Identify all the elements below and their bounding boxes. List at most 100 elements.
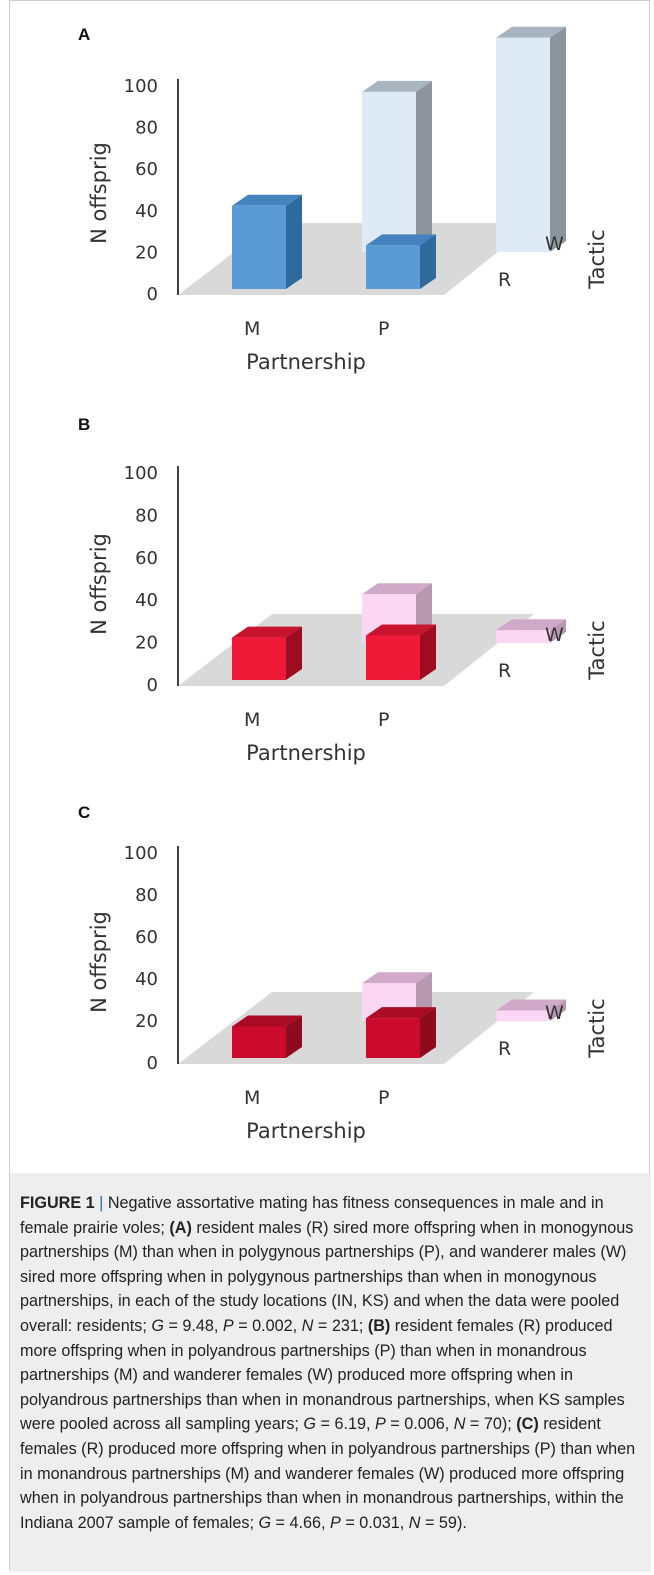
x-axis-title: Partnership <box>246 350 366 374</box>
bar-front <box>232 205 286 289</box>
bar-top <box>366 624 436 636</box>
bar-W-P <box>496 26 566 253</box>
bar-side <box>420 624 436 680</box>
y-tick-label: 60 <box>135 159 158 180</box>
caption-segment: (C) <box>516 1415 539 1434</box>
chart-floor <box>178 992 534 1064</box>
bar-R-M <box>232 1015 302 1058</box>
bar-top <box>366 234 436 246</box>
panel-letter: A <box>78 25 90 44</box>
caption-segment: G <box>258 1513 272 1532</box>
y-tick-label: 0 <box>147 675 158 696</box>
y-axis-title: N offsprig <box>87 533 111 635</box>
bar-side <box>286 626 302 680</box>
y-tick-label: 100 <box>124 76 158 97</box>
caption-segment: P <box>330 1513 341 1532</box>
bar-top <box>232 1015 302 1027</box>
bar-W-P <box>496 999 566 1021</box>
caption-segment: = 9.48, <box>163 1316 223 1335</box>
bar-top <box>362 583 432 595</box>
chart-svg: C 0 20 40 60 80 100 N offsprig M P W R Partnership Ta… <box>78 803 609 1143</box>
bar-side <box>550 619 566 643</box>
bar-side <box>286 1015 302 1058</box>
bar-top <box>496 619 566 631</box>
panel-letter: C <box>78 803 90 822</box>
bar-R-M <box>232 626 302 680</box>
caption-segment: = 70); <box>465 1415 517 1434</box>
bar-W-P <box>496 619 566 643</box>
series-label-w: W <box>545 1002 564 1024</box>
x-category-label: P <box>378 709 389 731</box>
caption-text: Negative assortative mating has fitness … <box>20 1194 635 1532</box>
x-category-label: M <box>244 1087 260 1109</box>
bar-top <box>496 26 566 38</box>
bar-front <box>496 1010 550 1021</box>
panel-b: B 0 20 40 60 80 100 N offsprig M P W R Partnership Ta… <box>10 391 651 779</box>
series-label-r: R <box>498 1038 511 1060</box>
bar-side <box>550 26 566 253</box>
caption-separator: | <box>94 1194 108 1212</box>
caption-segment: Negative assortative mating has fitness … <box>20 1194 604 1237</box>
bar-R-P <box>366 234 436 289</box>
y-tick-label: 20 <box>135 1011 158 1032</box>
bar-side <box>550 999 566 1021</box>
chart-floor <box>178 614 534 686</box>
chart-svg: A 0 20 40 60 80 100 N offsprig M P W R Partnership Ta… <box>78 25 609 374</box>
caption-segment: N <box>453 1415 466 1434</box>
caption-segment: resident females (R) produced more offsp… <box>20 1316 625 1434</box>
caption-segment: N <box>301 1316 314 1335</box>
bar-side <box>286 194 302 289</box>
panel-a: A 0 20 40 60 80 100 N offsprig M P W R Partnership Ta… <box>10 1 651 391</box>
bar-top <box>496 999 566 1011</box>
y-tick-label: 100 <box>124 843 158 864</box>
chart-svg: B 0 20 40 60 80 100 N offsprig M P W R Partnership Ta… <box>78 415 609 765</box>
caption-segment: = 59). <box>420 1513 467 1532</box>
z-axis-title: Tactic <box>585 229 609 289</box>
bar-top <box>362 972 432 984</box>
x-category-label: M <box>244 318 260 340</box>
series-label-r: R <box>498 660 511 682</box>
series-label-w: W <box>545 233 564 255</box>
bar-R-M <box>232 194 302 289</box>
caption-segment: (A) <box>169 1218 192 1237</box>
y-tick-label: 80 <box>135 505 158 526</box>
y-tick-label: 80 <box>135 118 158 139</box>
y-axis-title: N offsprig <box>87 142 111 244</box>
bar-front <box>232 1026 286 1058</box>
caption-segment: (B) <box>367 1316 391 1335</box>
series-label-r: R <box>498 269 511 291</box>
caption-segment: = 0.006, <box>385 1415 454 1434</box>
x-axis-title: Partnership <box>246 741 366 765</box>
panel-c: C 0 20 40 60 80 100 N offsprig M P W R Partnership Ta… <box>10 779 651 1169</box>
caption-segment: resident females (R) produced more offsp… <box>20 1415 636 1532</box>
caption-segment: G <box>151 1316 164 1335</box>
caption-segment: P <box>374 1415 386 1434</box>
bar-top <box>232 626 302 638</box>
y-tick-label: 40 <box>135 969 158 990</box>
figure-label: FIGURE 1 <box>20 1194 95 1212</box>
x-category-label: P <box>378 1087 389 1109</box>
bar-side <box>416 80 432 252</box>
z-axis-title: Tactic <box>585 620 609 680</box>
bar-front <box>366 1018 420 1058</box>
caption-segment: resident males (R) sired more offspring … <box>20 1218 634 1335</box>
bar-side <box>420 1007 436 1058</box>
x-axis-title: Partnership <box>246 1119 366 1143</box>
bar-front <box>362 91 416 252</box>
caption-segment: = 6.19, <box>316 1415 375 1434</box>
bar-side <box>420 234 436 289</box>
figure-caption: FIGURE 1 | Negative assortative mating h… <box>10 1173 651 1572</box>
y-tick-label: 20 <box>135 633 158 654</box>
bar-front <box>366 245 420 289</box>
bar-front <box>496 37 550 253</box>
chart-floor <box>178 223 534 295</box>
y-tick-label: 20 <box>135 242 158 263</box>
caption-segment: = 231; <box>313 1316 368 1335</box>
series-label-w: W <box>545 624 564 646</box>
figure: A 0 20 40 60 80 100 N offsprig M P W R Partnership Ta… <box>9 0 651 1572</box>
y-tick-label: 60 <box>135 548 158 569</box>
bar-front <box>496 630 550 643</box>
caption-segment: = 4.66, <box>271 1513 331 1532</box>
caption-segment: = 0.031, <box>340 1513 409 1532</box>
y-tick-label: 0 <box>147 1053 158 1074</box>
